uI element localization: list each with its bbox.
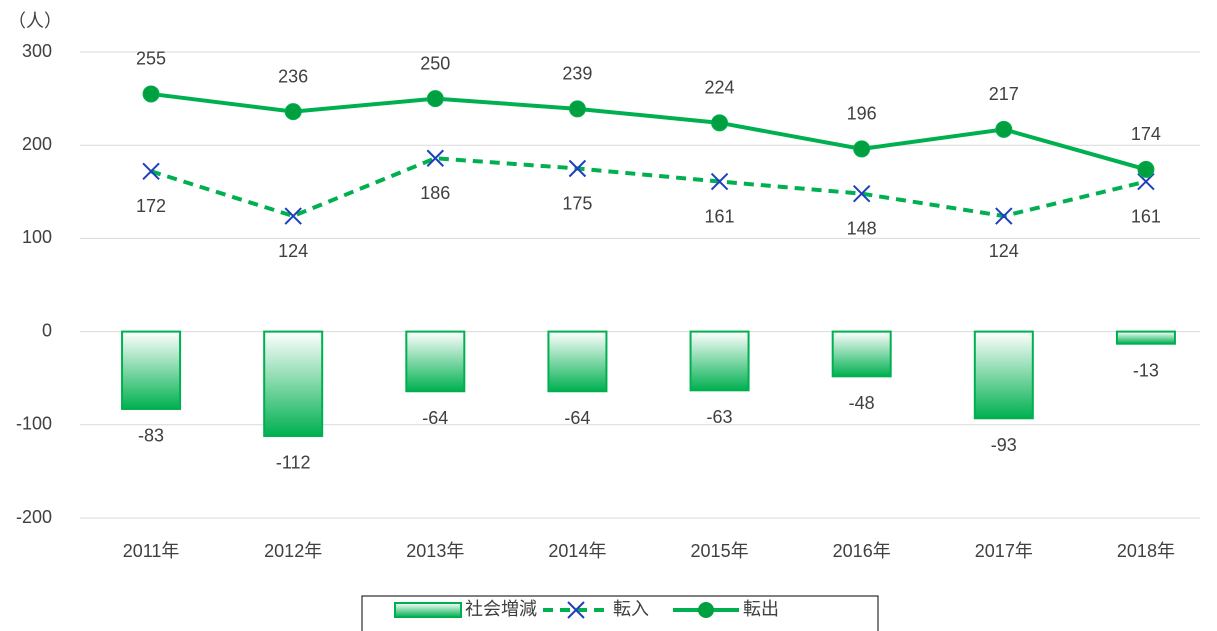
marker xyxy=(426,90,444,108)
legend-swatch xyxy=(394,602,462,618)
x-tick-label: 2011年 xyxy=(123,541,180,561)
data-label: -64 xyxy=(422,408,448,428)
marker xyxy=(142,85,160,103)
y-tick-label: 100 xyxy=(22,227,52,247)
marker xyxy=(568,100,586,118)
marker xyxy=(1137,160,1155,178)
y-axis-label: （人） xyxy=(8,11,62,31)
data-label: -63 xyxy=(707,407,733,427)
x-tick-label: 2014年 xyxy=(548,541,606,561)
legend-marker xyxy=(698,602,714,618)
data-label: 161 xyxy=(705,206,735,226)
marker xyxy=(852,184,871,203)
x-tick-label: 2016年 xyxy=(833,541,891,561)
marker xyxy=(284,103,302,121)
bar xyxy=(121,330,182,410)
data-label: -93 xyxy=(991,435,1017,455)
marker xyxy=(853,140,871,158)
bar xyxy=(689,330,750,392)
x-tick-label: 2017年 xyxy=(975,541,1033,561)
data-label: -13 xyxy=(1133,360,1159,380)
y-tick-label: -200 xyxy=(16,507,52,527)
marker xyxy=(426,149,445,167)
bar xyxy=(1115,330,1176,345)
y-tick-label: 200 xyxy=(22,134,52,154)
data-label: 161 xyxy=(1131,206,1161,226)
marker xyxy=(710,172,729,191)
marker xyxy=(995,207,1013,225)
data-label: 174 xyxy=(1131,124,1161,144)
legend-label: 転出 xyxy=(743,599,779,619)
data-label: -112 xyxy=(276,453,311,473)
legend-marker xyxy=(567,601,585,619)
data-label: 224 xyxy=(705,78,735,98)
data-label: -83 xyxy=(138,426,164,446)
bar xyxy=(263,330,324,437)
data-label: 124 xyxy=(989,241,1019,261)
data-label: 124 xyxy=(278,241,308,261)
y-tick-label: 0 xyxy=(42,320,52,340)
marker xyxy=(995,120,1013,138)
legend-label: 転入 xyxy=(613,599,649,619)
marker xyxy=(1137,172,1155,191)
data-label: 236 xyxy=(278,66,308,86)
line xyxy=(150,91,1147,172)
data-label: -48 xyxy=(849,393,875,413)
data-label: 217 xyxy=(989,84,1019,104)
legend-label: 社会増減 xyxy=(465,599,537,619)
y-tick-label: -100 xyxy=(16,414,52,434)
x-tick-label: 2013年 xyxy=(406,541,464,561)
marker xyxy=(711,114,729,132)
bar xyxy=(547,330,608,393)
data-label: 196 xyxy=(847,104,877,124)
data-label: 148 xyxy=(847,218,877,238)
line xyxy=(150,156,1147,219)
y-tick-label: 300 xyxy=(22,41,52,61)
x-tick-label: 2012年 xyxy=(264,541,322,561)
data-label: 239 xyxy=(562,64,592,84)
data-label: -64 xyxy=(564,408,590,428)
x-tick-label: 2018年 xyxy=(1117,541,1175,561)
marker xyxy=(568,159,587,178)
bar xyxy=(405,330,466,393)
marker xyxy=(142,162,160,181)
data-label: 255 xyxy=(136,49,166,69)
data-label: 186 xyxy=(420,183,450,203)
data-label: 175 xyxy=(562,193,592,213)
data-label: 250 xyxy=(420,53,450,73)
data-label: 172 xyxy=(136,196,166,216)
bar xyxy=(973,330,1034,420)
x-tick-label: 2015年 xyxy=(691,541,749,561)
bar xyxy=(831,330,892,378)
marker xyxy=(284,207,302,225)
